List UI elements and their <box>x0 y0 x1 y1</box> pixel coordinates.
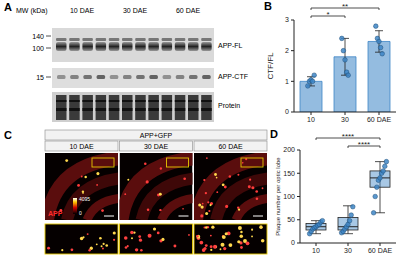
svg-text:60 DAE: 60 DAE <box>218 143 242 150</box>
svg-text:Protein: Protein <box>218 102 240 109</box>
svg-text:APP+GFP: APP+GFP <box>140 132 173 139</box>
svg-text:4095: 4095 <box>79 196 90 202</box>
svg-text:APP-CTF: APP-CTF <box>218 73 248 80</box>
svg-text:APP: APP <box>48 210 63 217</box>
svg-text:10 DAE: 10 DAE <box>69 143 93 150</box>
html-text:D: D <box>270 128 278 140</box>
svg-text:0: 0 <box>285 108 289 115</box>
svg-text:MW (kDa): MW (kDa) <box>16 7 48 15</box>
svg-text:30 DAE: 30 DAE <box>144 143 168 150</box>
svg-text:10: 10 <box>312 247 320 254</box>
svg-text:30: 30 <box>344 247 352 254</box>
svg-text:60 DAE: 60 DAE <box>368 247 392 254</box>
svg-text:1: 1 <box>285 78 289 85</box>
svg-text:15: 15 <box>36 74 44 81</box>
svg-text:10: 10 <box>307 116 315 123</box>
svg-text:150: 150 <box>283 170 295 177</box>
svg-text:0: 0 <box>291 239 295 246</box>
svg-text:****: **** <box>358 140 370 149</box>
svg-text:100: 100 <box>32 45 44 52</box>
svg-text:140: 140 <box>32 33 44 40</box>
svg-text:100: 100 <box>283 193 295 200</box>
svg-text:30 DAE: 30 DAE <box>123 7 147 14</box>
svg-text:0: 0 <box>79 210 82 216</box>
svg-text:10 DAE: 10 DAE <box>70 7 94 14</box>
svg-text:60 DAE: 60 DAE <box>176 7 200 14</box>
svg-text:A: A <box>4 1 12 13</box>
svg-text:****: **** <box>342 132 354 141</box>
html-text:B: B <box>264 0 272 12</box>
svg-text:Plaque number per optic lobe: Plaque number per optic lobe <box>275 157 281 236</box>
svg-text:*: * <box>326 10 329 19</box>
svg-text:3: 3 <box>285 16 289 23</box>
svg-text:60 DAE: 60 DAE <box>367 116 391 123</box>
svg-text:CTF/FL: CTF/FL <box>266 52 275 80</box>
svg-text:200: 200 <box>283 146 295 153</box>
svg-text:30: 30 <box>341 116 349 123</box>
svg-text:**: ** <box>342 2 348 11</box>
svg-text:2: 2 <box>285 47 289 54</box>
svg-text:50: 50 <box>287 216 295 223</box>
svg-text:C: C <box>4 129 12 141</box>
svg-text:APP-FL: APP-FL <box>218 42 243 49</box>
